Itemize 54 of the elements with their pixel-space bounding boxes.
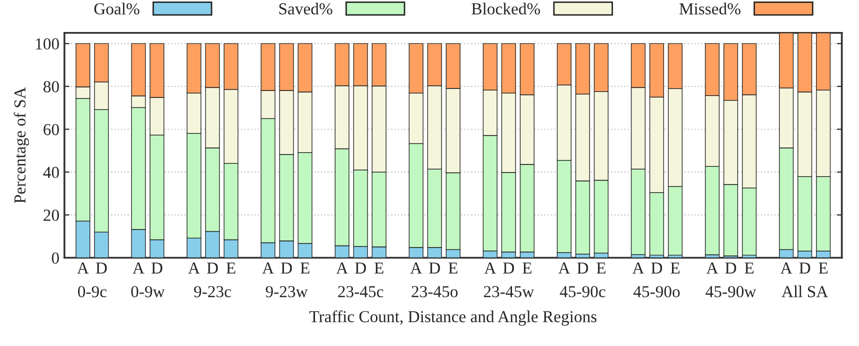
- x-tick-label: D: [503, 262, 514, 274]
- x-tick-label: E: [300, 262, 310, 274]
- text: 0-9w: [131, 286, 165, 298]
- x-tick-label: A: [188, 262, 200, 274]
- legend-label: Saved%: [279, 2, 332, 15]
- text: 23-45c: [338, 286, 384, 298]
- x-tick-label: E: [448, 262, 458, 274]
- x-tick-label: E: [226, 262, 236, 274]
- x-tick-label: A: [336, 262, 348, 274]
- x-tick-label: D: [281, 262, 292, 274]
- x-tick-label: E: [670, 262, 680, 274]
- text: 23-45o: [412, 286, 458, 298]
- text: 45-90o: [633, 286, 680, 298]
- x-tick-label: E: [818, 262, 828, 274]
- x-tick-label: E: [596, 262, 606, 274]
- y-tick-label: 80: [44, 81, 59, 92]
- x-tick-label: A: [706, 262, 718, 274]
- legend-label: Goal%: [94, 2, 140, 15]
- legend-label: Blocked%: [472, 2, 540, 15]
- y-tick-label: 60: [44, 124, 59, 136]
- y-tick-label: 40: [43, 166, 59, 178]
- text: All SA: [782, 286, 828, 298]
- x-tick-label: D: [651, 262, 662, 274]
- x-tick-label: A: [410, 262, 422, 274]
- x-tick-label: D: [355, 262, 366, 274]
- x-tick-label: D: [577, 262, 588, 274]
- text: 9-23w: [266, 286, 308, 298]
- x-tick-label: A: [262, 262, 274, 274]
- x-tick-label: A: [132, 262, 144, 274]
- x-tick-label: A: [484, 262, 496, 274]
- text: 45-90w: [706, 286, 756, 298]
- y-axis-title: Percentage of SA: [14, 87, 30, 204]
- x-tick-label: D: [725, 262, 736, 274]
- y-tick-label: 0: [52, 252, 59, 264]
- x-tick-label: D: [429, 262, 440, 274]
- text: 0-9c: [78, 286, 106, 298]
- x-axis-title: Traffic Count, Distance and Angle Regions: [309, 310, 596, 326]
- x-tick-label: A: [77, 262, 89, 274]
- x-tick-label: E: [522, 262, 532, 274]
- x-tick-label: D: [799, 262, 810, 274]
- x-tick-label: D: [96, 262, 107, 274]
- x-tick-label: A: [632, 262, 644, 274]
- text: 9-23c: [194, 286, 231, 298]
- y-tick-label: 20: [44, 210, 59, 221]
- y-tick-label: 100: [36, 38, 59, 50]
- x-tick-label: D: [206, 262, 218, 274]
- x-tick-label: E: [374, 262, 384, 274]
- x-tick-label: A: [558, 262, 570, 274]
- x-tick-label: E: [744, 262, 754, 274]
- text: 45-90c: [560, 286, 606, 298]
- legend-label: Missed%: [679, 2, 740, 15]
- text: 23-45w: [484, 286, 534, 298]
- x-tick-label: D: [151, 262, 162, 274]
- x-tick-label: A: [780, 262, 792, 274]
